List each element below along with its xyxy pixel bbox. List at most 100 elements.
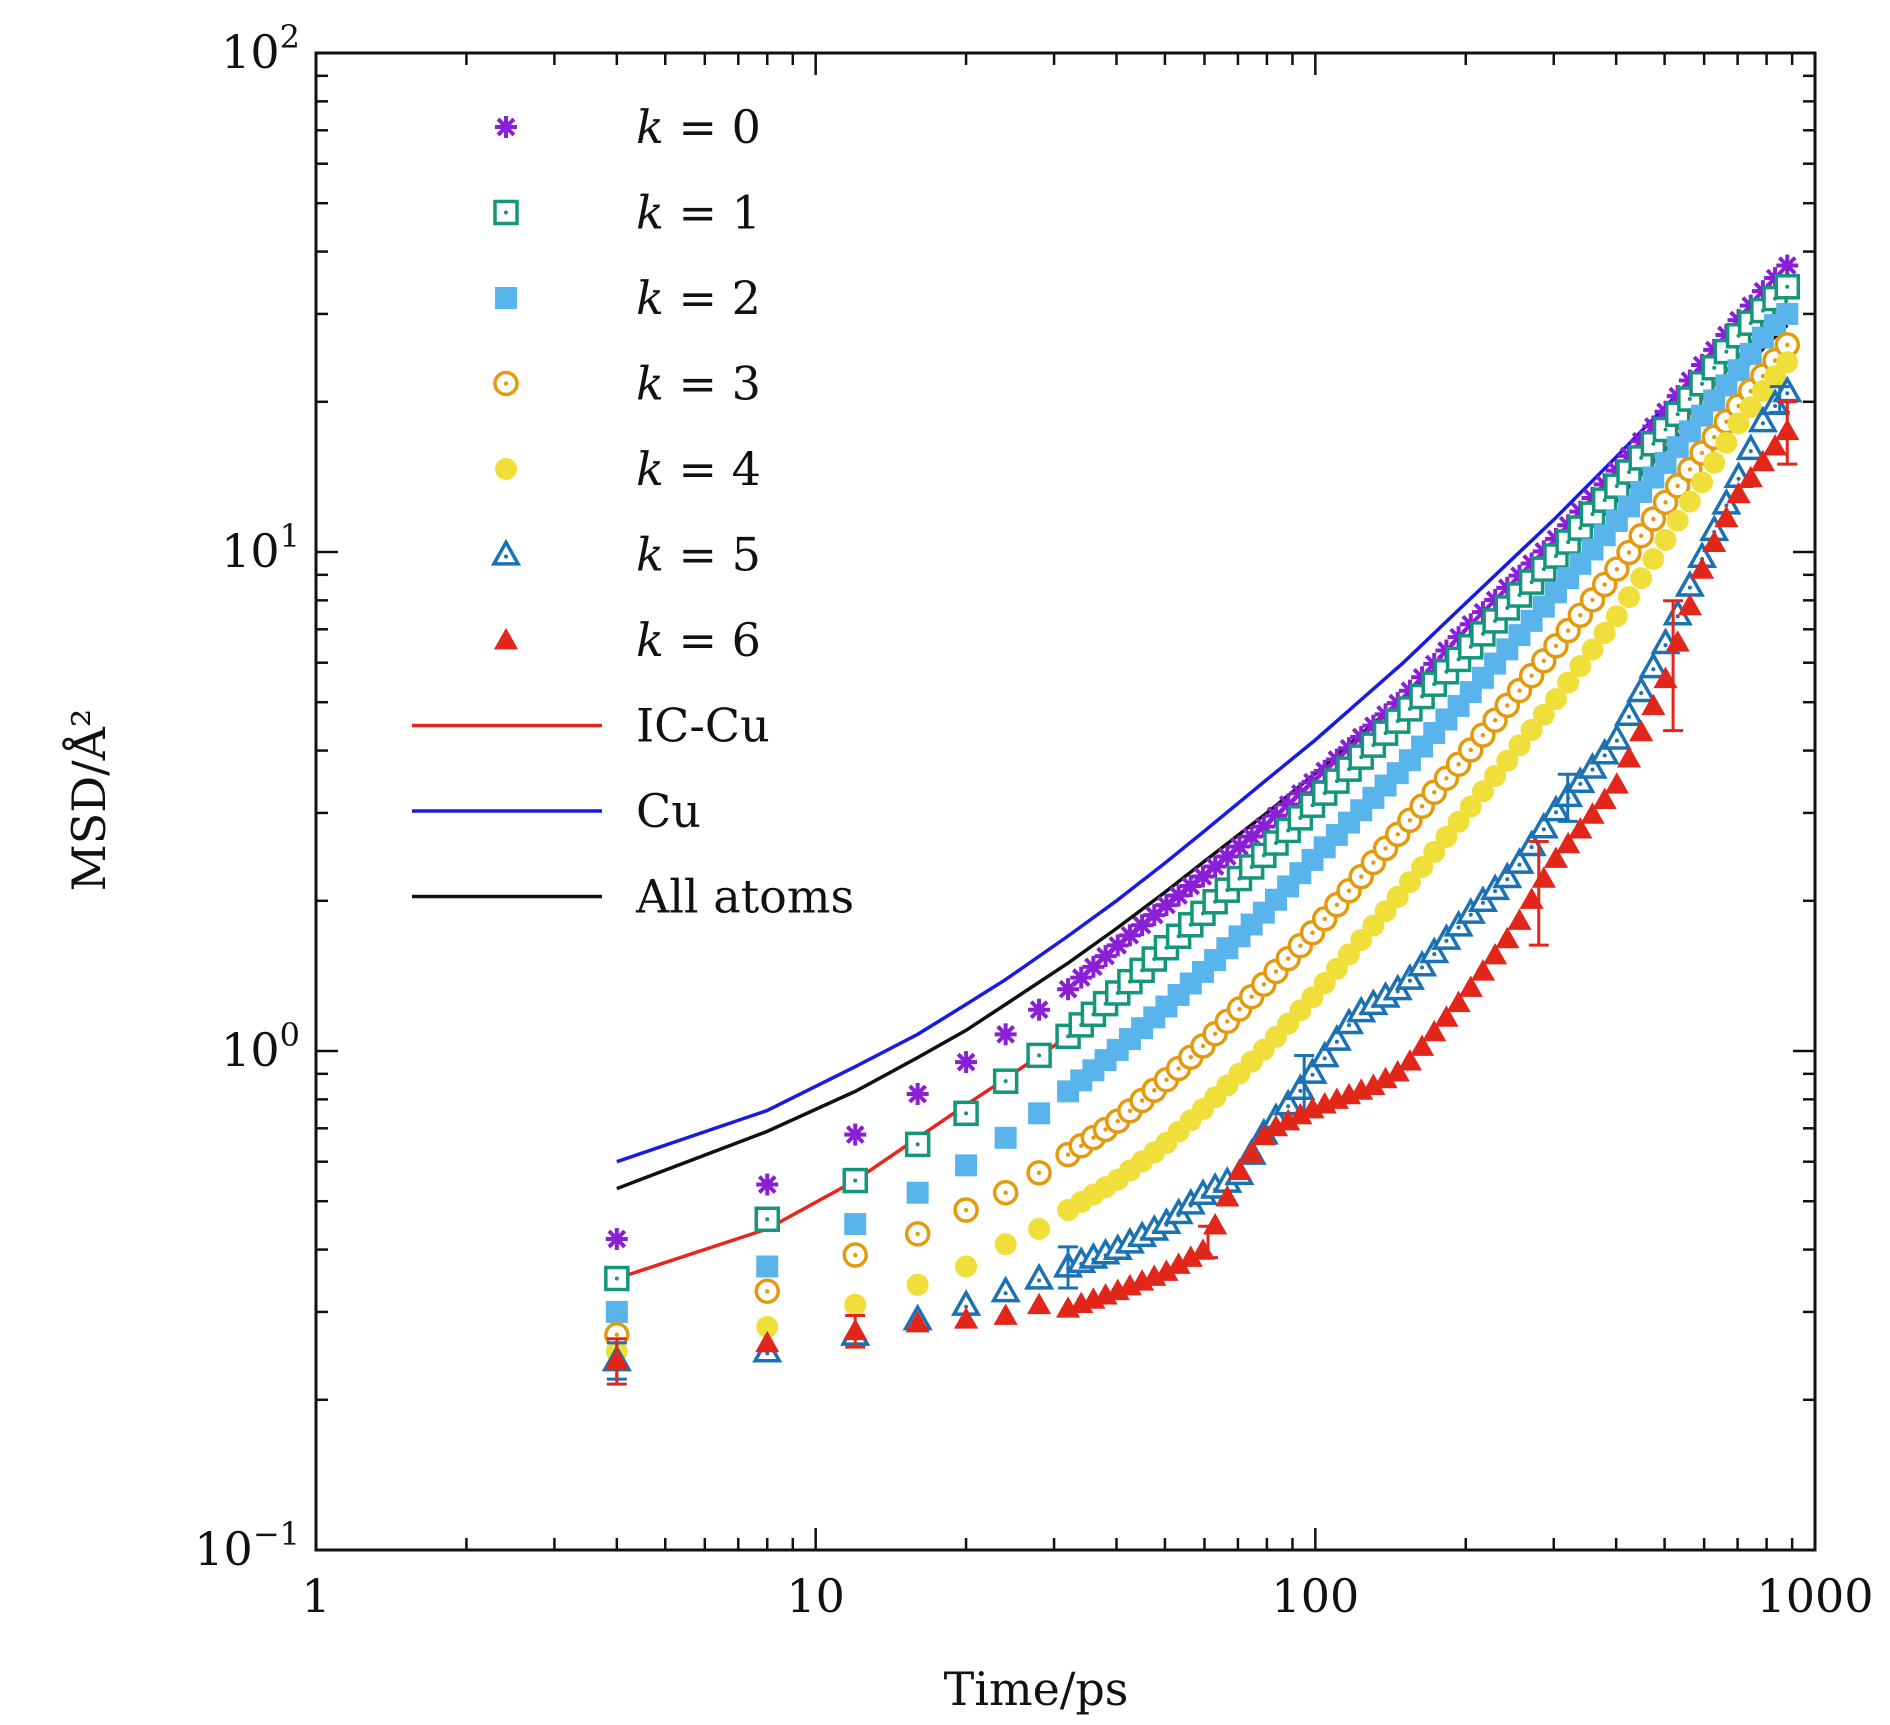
open-triangle-marker xyxy=(1565,766,1596,793)
series-k1 xyxy=(604,274,1801,1292)
filled-triangle-marker xyxy=(1458,975,1483,997)
axis-ticks xyxy=(314,51,1817,1552)
filled-circle-marker xyxy=(1471,780,1494,803)
y-tick-label: 102 xyxy=(221,18,300,79)
series-k2 xyxy=(605,302,1799,1323)
legend-label: k = 4 xyxy=(636,442,761,496)
open-triangle-marker xyxy=(1601,723,1632,750)
open-triangle-marker xyxy=(1492,861,1523,889)
y-tick-label: 101 xyxy=(221,517,300,578)
open-triangle-marker xyxy=(490,538,522,566)
open-triangle-marker xyxy=(1309,1040,1340,1068)
legend-entry: k = 4 xyxy=(495,442,761,496)
open-triangle-marker xyxy=(1626,675,1657,703)
series-k4 xyxy=(605,351,1799,1363)
x-tick-label: 1 xyxy=(301,1569,330,1623)
filled-square-marker xyxy=(1776,302,1799,325)
open-triangle-marker xyxy=(1735,433,1766,461)
open-triangle-marker xyxy=(1024,1262,1055,1290)
filled-circle-marker xyxy=(495,458,517,480)
x-tick-label: 1000 xyxy=(1756,1569,1873,1623)
y-tick-label: 10−1 xyxy=(194,1515,300,1576)
open-triangle-marker xyxy=(1394,963,1425,990)
open-circle-marker xyxy=(904,1221,931,1247)
filled-triangle-marker xyxy=(1738,465,1763,488)
y-tick-label: 100 xyxy=(221,1016,300,1077)
open-circle-marker xyxy=(1026,1160,1052,1186)
filled-circle-marker xyxy=(1313,972,1336,995)
open-square-marker xyxy=(604,1265,630,1292)
legend-label: k = 6 xyxy=(636,613,761,667)
filled-circle-marker xyxy=(1484,764,1507,787)
filled-circle-marker xyxy=(1630,567,1653,590)
filled-triangle-marker xyxy=(1373,1066,1398,1089)
legend-entry: k = 5 xyxy=(490,528,761,582)
filled-triangle-marker xyxy=(1251,1123,1276,1146)
plot-area-frame xyxy=(314,51,1817,1552)
open-circle-marker xyxy=(493,370,519,397)
filled-circle-marker xyxy=(906,1273,929,1296)
open-triangle-marker xyxy=(1285,1073,1316,1101)
filled-circle-marker xyxy=(1654,528,1677,551)
filled-triangle-marker xyxy=(1531,866,1556,888)
legend: k = 0 k = 1 k = 2 k = 3 k = 4 k = 5 k = 6 IC-Cu… xyxy=(412,100,854,924)
open-triangle-marker xyxy=(1638,651,1669,679)
legend-entry: k = 2 xyxy=(495,271,761,325)
legend-label: IC-Cu xyxy=(636,699,770,753)
filled-triangle-marker xyxy=(905,1310,930,1333)
filled-circle-marker xyxy=(1459,795,1482,818)
open-square-marker xyxy=(842,1167,868,1194)
filled-triangle-marker xyxy=(1166,1252,1191,1274)
open-triangle-marker xyxy=(1443,909,1474,937)
asterisk-marker xyxy=(1776,254,1799,277)
legend-entry: k = 3 xyxy=(493,357,761,411)
filled-circle-marker xyxy=(1678,490,1701,513)
asterisk-marker xyxy=(756,1173,779,1196)
open-circle-marker xyxy=(842,1242,868,1268)
legend-label: k = 0 xyxy=(636,100,761,154)
filled-square-marker xyxy=(906,1181,929,1204)
open-circle-marker xyxy=(1628,522,1654,549)
filled-circle-marker xyxy=(1642,548,1665,571)
filled-triangle-marker xyxy=(1592,787,1617,810)
filled-triangle-marker xyxy=(1434,1005,1459,1027)
x-tick-label: 10 xyxy=(786,1569,845,1623)
filled-circle-marker xyxy=(1338,943,1361,966)
filled-circle-marker xyxy=(844,1293,867,1316)
filled-triangle-marker xyxy=(1604,772,1629,794)
asterisk-marker xyxy=(906,1083,929,1106)
filled-triangle-marker xyxy=(1689,557,1715,579)
legend-entry: k = 0 xyxy=(495,100,761,154)
open-circle-marker xyxy=(992,1179,1019,1206)
filled-triangle-marker xyxy=(1653,666,1678,689)
filled-circle-marker xyxy=(1703,451,1726,474)
filled-triangle-marker xyxy=(1154,1259,1179,1281)
filled-triangle-marker xyxy=(1616,746,1642,768)
filled-triangle-marker xyxy=(1288,1102,1313,1125)
filled-triangle-marker xyxy=(1641,693,1666,716)
filled-square-marker xyxy=(844,1213,867,1236)
filled-triangle-marker xyxy=(1263,1114,1289,1137)
open-circle-marker xyxy=(953,1197,979,1223)
filled-triangle-marker xyxy=(1422,1019,1447,1042)
filled-circle-marker xyxy=(1593,621,1616,644)
legend-entry: k = 1 xyxy=(493,186,761,240)
filled-circle-marker xyxy=(1496,749,1519,772)
asterisk-marker xyxy=(955,1051,978,1074)
filled-triangle-marker xyxy=(993,1303,1018,1325)
filled-triangle-marker xyxy=(1726,481,1751,504)
legend-label: Cu xyxy=(636,784,701,838)
filled-circle-marker xyxy=(1350,928,1373,951)
open-square-marker xyxy=(904,1131,931,1158)
filled-circle-marker xyxy=(994,1233,1017,1256)
filled-circle-marker xyxy=(1028,1217,1051,1240)
filled-circle-marker xyxy=(1581,638,1604,661)
open-triangle-marker xyxy=(1589,737,1620,765)
filled-circle-marker xyxy=(1751,379,1774,402)
filled-triangle-marker xyxy=(1409,1034,1435,1056)
filled-circle-marker xyxy=(1666,509,1689,532)
filled-triangle-marker xyxy=(1580,802,1605,824)
open-square-marker xyxy=(1774,274,1801,300)
legend-label: k = 3 xyxy=(636,357,761,411)
filled-triangle-marker xyxy=(1507,908,1532,930)
